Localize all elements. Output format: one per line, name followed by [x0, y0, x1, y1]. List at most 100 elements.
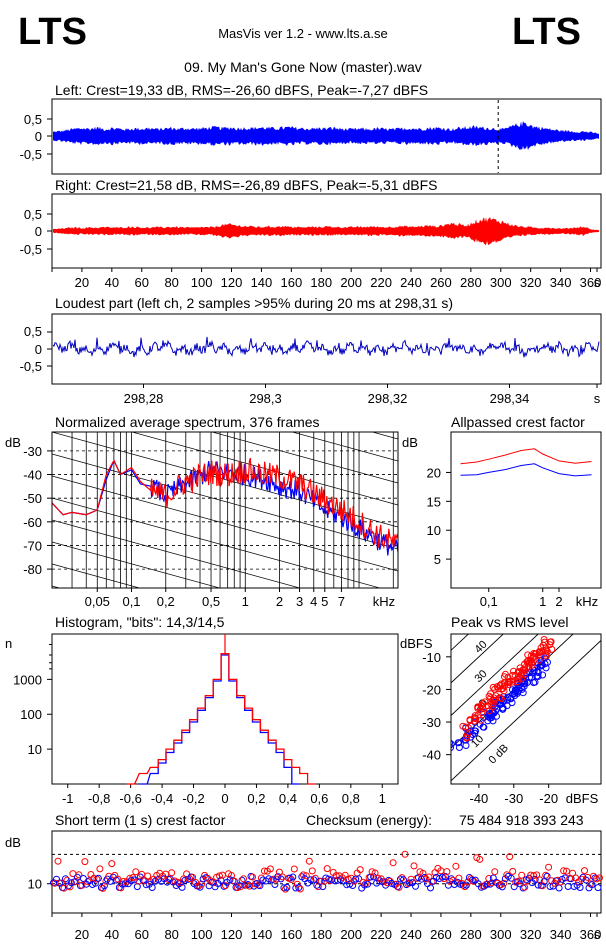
- histogram-title: Histogram, "bits": 14,3/14,5: [55, 614, 225, 630]
- short-term-right-point: [308, 867, 316, 875]
- peak-rms-ytick: -40: [422, 748, 441, 763]
- histogram-xtick: 0,4: [279, 791, 297, 806]
- short-term-left-point: [438, 873, 446, 881]
- short-term-right-point: [449, 876, 457, 884]
- short-term-right-point: [410, 862, 418, 870]
- allpassed-ytick: 15: [427, 494, 441, 509]
- peak-rms-ytick: -30: [422, 715, 441, 730]
- short-term-right-point: [210, 879, 218, 887]
- short-term-left-point: [412, 882, 419, 890]
- short-term-xtick: 300: [490, 927, 512, 942]
- peak-rms-right-point: [546, 641, 554, 649]
- histogram-xtick: -0,8: [88, 791, 110, 806]
- short-term-right-point: [581, 867, 588, 875]
- short-term-left-point: [283, 883, 291, 891]
- short-term-right-point: [545, 863, 553, 871]
- short-term-right-point: [198, 880, 206, 888]
- right-ytick-neg: -0,5: [20, 242, 42, 257]
- spectrum-xtick: 5: [321, 594, 328, 609]
- short-term-right-point: [389, 859, 397, 867]
- allpassed-ytick: 10: [427, 523, 441, 538]
- short-term-xtick: 180: [310, 927, 332, 942]
- histogram-xtick: 1: [379, 791, 386, 806]
- short-term-right-point: [57, 879, 65, 887]
- peak-rms-diagonal-label: 10: [469, 733, 486, 750]
- short-term-right-point: [216, 872, 223, 880]
- histogram-xtick: -1: [62, 791, 74, 806]
- short-term-left-point: [62, 875, 69, 883]
- short-term-left-point: [256, 882, 264, 890]
- peak-rms-left-point: [486, 714, 494, 722]
- spectrum-right-trace: [52, 457, 398, 550]
- histogram-xtick: -0,6: [119, 791, 141, 806]
- peak-rms-xlabel: dBFS: [566, 791, 599, 806]
- allpassed-ytick: 20: [427, 465, 441, 480]
- loudest-ytick-neg: -0,5: [20, 359, 42, 374]
- short-term-right-point: [533, 871, 541, 879]
- short-term-xtick: 360: [580, 927, 602, 942]
- peak-rms-right-point: [474, 711, 482, 719]
- histogram-ytick: 1000: [13, 672, 42, 687]
- short-term-left-point: [510, 883, 518, 891]
- spectrum-xtick: 2: [276, 594, 283, 609]
- short-term-left-point: [364, 880, 372, 888]
- short-term-right-point: [518, 871, 526, 879]
- short-term-right-point: [539, 882, 547, 890]
- peak-rms-right-point: [519, 666, 526, 674]
- short-term-left-point: [531, 875, 539, 883]
- short-term-right-point: [443, 868, 451, 876]
- peak-rms-right-point: [466, 717, 474, 725]
- peak-rms-right-point: [471, 712, 479, 720]
- right-waveform-trace: [53, 217, 599, 246]
- peak-rms-right-point: [542, 646, 550, 654]
- peak-rms-right-point: [463, 731, 471, 739]
- histogram-ylabel: n: [5, 636, 12, 651]
- peak-rms-right-point: [505, 679, 513, 687]
- short-term-right-point: [491, 868, 499, 876]
- histogram-xtick: -0,4: [151, 791, 173, 806]
- histogram-xtick: -0,2: [182, 791, 204, 806]
- time-tick-label: 340: [550, 275, 572, 290]
- short-term-right-point: [132, 868, 140, 876]
- short-term-right-point: [500, 879, 508, 887]
- peak-rms-left-point: [519, 689, 527, 697]
- short-term-right-point: [281, 885, 289, 893]
- peak-rms-right-point: [500, 679, 508, 687]
- loudest-part-title: Loudest part (left ch, 2 samples >95% du…: [55, 295, 453, 311]
- peak-rms-right-point: [526, 659, 533, 667]
- spectrum-xtick: 0,1: [122, 594, 140, 609]
- peak-rms-frame: [450, 633, 602, 785]
- short-term-right-point: [81, 858, 89, 866]
- peak-rms-diagonal-label: 0 dB: [486, 742, 510, 766]
- short-term-right-point: [246, 882, 253, 890]
- histogram-frame: [51, 633, 399, 785]
- short-term-left-point: [441, 873, 449, 880]
- short-term-left-point: [498, 883, 506, 891]
- peak-rms-left-point: [451, 739, 454, 747]
- short-term-right-point: [506, 853, 514, 861]
- spectrum-ytick: -80: [23, 562, 42, 577]
- peak-rms-left-point: [526, 673, 533, 681]
- loudest-ytick-pos: 0,5: [24, 324, 42, 339]
- short-term-left-point: [67, 879, 75, 887]
- allpassed-ylabel: dB: [402, 435, 418, 450]
- allpassed-frame: [450, 431, 602, 589]
- left-ytick-pos: 0,5: [24, 112, 42, 127]
- short-term-right-point: [290, 865, 298, 873]
- short-term-left-point: [427, 884, 434, 892]
- allpassed-xtick: 2: [555, 594, 562, 609]
- short-term-left-point: [289, 873, 297, 881]
- short-term-xtick: 20: [75, 927, 89, 942]
- short-term-left-point: [543, 872, 551, 880]
- short-term-left-point: [397, 875, 404, 883]
- peak-rms-left-point: [508, 699, 516, 707]
- spectrum-frame: [51, 431, 399, 589]
- short-term-left-point: [280, 884, 288, 892]
- left-ytick-neg: -0,5: [20, 147, 42, 162]
- short-term-left-point: [181, 876, 189, 884]
- time-tick-label: 200: [340, 275, 362, 290]
- short-term-left-point: [238, 876, 246, 884]
- allpassed-xtick: 1: [539, 594, 546, 609]
- time-tick-label: 160: [280, 275, 302, 290]
